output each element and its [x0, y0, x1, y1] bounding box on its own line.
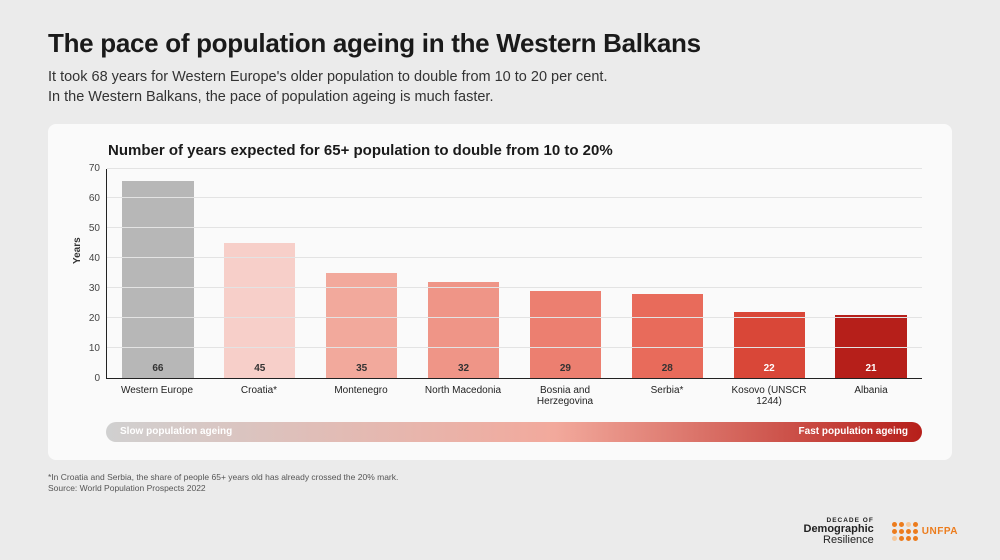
x-label: Albania — [820, 379, 922, 408]
unfpa-dot — [899, 536, 904, 541]
gridline — [107, 287, 922, 288]
page-subtitle: It took 68 years for Western Europe's ol… — [48, 67, 952, 108]
unfpa-dot — [899, 522, 904, 527]
unfpa-logo: UNFPA — [892, 522, 958, 541]
unfpa-text: UNFPA — [922, 526, 958, 537]
unfpa-dot — [899, 529, 904, 534]
bar-value: 32 — [428, 363, 499, 374]
gridline — [107, 227, 922, 228]
bar: 45 — [224, 243, 295, 377]
logos-row: DECADE OF Demographic Resilience UNFPA — [804, 517, 959, 546]
unfpa-dot — [913, 522, 918, 527]
bar-value: 66 — [122, 363, 193, 374]
unfpa-dots-icon — [892, 522, 918, 541]
bar-value: 45 — [224, 363, 295, 374]
bar-value: 29 — [530, 363, 601, 374]
x-axis-labels: Western EuropeCroatia*MontenegroNorth Ma… — [106, 379, 922, 408]
footnotes: *In Croatia and Serbia, the share of peo… — [48, 472, 952, 496]
bar: 28 — [632, 294, 703, 378]
chart-title: Number of years expected for 65+ populat… — [108, 142, 922, 159]
unfpa-dot — [906, 522, 911, 527]
chart-card: Number of years expected for 65+ populat… — [48, 124, 952, 460]
footnote-2: Source: World Population Prospects 2022 — [48, 483, 952, 495]
footnote-1: *In Croatia and Serbia, the share of peo… — [48, 472, 952, 484]
x-label: Montenegro — [310, 379, 412, 408]
bar: 22 — [734, 312, 805, 378]
bar-value: 28 — [632, 363, 703, 374]
x-label: Croatia* — [208, 379, 310, 408]
bar: 32 — [428, 282, 499, 378]
unfpa-dot — [892, 522, 897, 527]
bar: 29 — [530, 291, 601, 378]
plot-area: 66 45 35 32 29 28 22 21 — [106, 169, 922, 379]
x-label: Serbia* — [616, 379, 718, 408]
x-label: North Macedonia — [412, 379, 514, 408]
bar-value: 35 — [326, 363, 397, 374]
unfpa-dot — [913, 529, 918, 534]
decade-logo-line3: Resilience — [804, 535, 874, 546]
unfpa-dot — [906, 536, 911, 541]
gridline — [107, 197, 922, 198]
bar: 66 — [122, 181, 193, 378]
y-axis-label: Years — [72, 237, 83, 264]
scale-right-label: Fast population ageing — [799, 426, 908, 437]
bar: 35 — [326, 273, 397, 378]
x-label: Bosnia and Herzegovina — [514, 379, 616, 408]
subtitle-line-2: In the Western Balkans, the pace of popu… — [48, 89, 493, 105]
gridline — [107, 257, 922, 258]
decade-logo: DECADE OF Demographic Resilience — [804, 517, 874, 546]
chart-area: Years 706050403020100 6645353229282221 — [78, 169, 922, 379]
unfpa-dot — [892, 536, 897, 541]
bar-value: 22 — [734, 363, 805, 374]
x-label: Kosovo (UNSCR 1244) — [718, 379, 820, 408]
x-label: Western Europe — [106, 379, 208, 408]
page-title: The pace of population ageing in the Wes… — [48, 28, 952, 59]
ageing-scale-bar: Slow population ageing Fast population a… — [106, 422, 922, 442]
gridline — [107, 347, 922, 348]
subtitle-line-1: It took 68 years for Western Europe's ol… — [48, 69, 607, 85]
bar-value: 21 — [835, 363, 906, 374]
unfpa-dot — [892, 529, 897, 534]
scale-left-label: Slow population ageing — [120, 426, 232, 437]
unfpa-dot — [913, 536, 918, 541]
unfpa-dot — [906, 529, 911, 534]
y-axis-ticks: 706050403020100 — [78, 169, 106, 379]
gridline — [107, 168, 922, 169]
gridline — [107, 317, 922, 318]
